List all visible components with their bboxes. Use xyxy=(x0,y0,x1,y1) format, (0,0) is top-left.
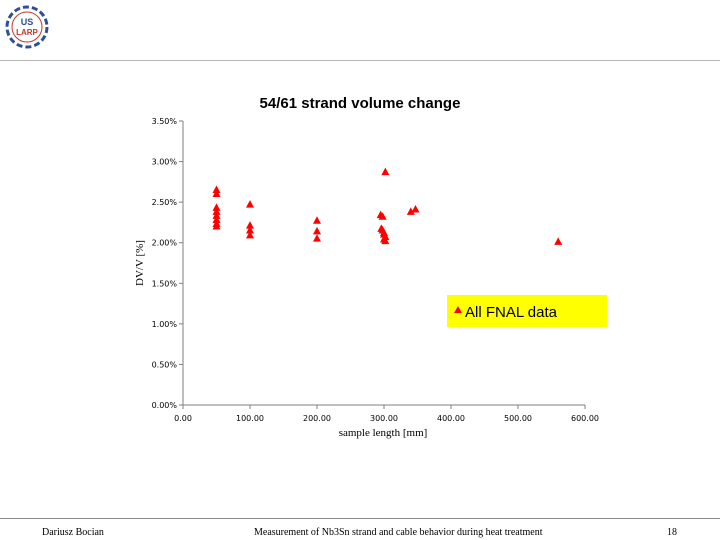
data-point xyxy=(212,203,221,211)
data-point xyxy=(313,216,321,224)
x-axis-label: sample length [mm] xyxy=(339,427,428,439)
data-point xyxy=(313,226,321,235)
x-tick-label: 400.00 xyxy=(437,414,465,423)
legend-box xyxy=(447,295,607,327)
data-points xyxy=(212,167,563,245)
data-point xyxy=(246,230,254,239)
data-point xyxy=(246,221,254,229)
legend: All FNAL data xyxy=(447,295,607,327)
data-point xyxy=(378,212,387,220)
y-tick-label: 3.00% xyxy=(152,158,178,167)
data-point xyxy=(212,207,221,215)
data-point xyxy=(246,200,254,208)
header-divider xyxy=(0,60,720,61)
y-ticks: 0.00% 0.50% 1.00% 1.50% 2.00% 2.50% 3.00% 3.50% xyxy=(152,117,183,410)
data-point xyxy=(212,185,221,193)
y-tick-label: 0.50% xyxy=(152,360,178,369)
legend-marker xyxy=(454,306,462,313)
data-point xyxy=(411,204,420,213)
data-point xyxy=(381,236,390,245)
footer-divider xyxy=(0,518,720,519)
x-ticks: 0.00 100.00 200.00 300.00 400.00 500.00 600.00 xyxy=(174,405,599,423)
y-tick-label: 2.00% xyxy=(152,239,178,248)
footer-title: Measurement of Nb3Sn strand and cable be… xyxy=(254,527,543,538)
data-point xyxy=(212,211,221,219)
page-number: 18 xyxy=(667,527,677,538)
y-tick-label: 2.50% xyxy=(152,198,178,207)
y-tick-label: 1.00% xyxy=(152,320,178,329)
footer-author: Dariusz Bocian xyxy=(42,527,104,538)
data-point xyxy=(212,215,221,223)
y-axis-label: DV/V [%] xyxy=(134,240,146,286)
x-tick-label: 0.00 xyxy=(174,414,192,423)
data-point xyxy=(246,226,254,234)
data-point xyxy=(406,207,415,215)
y-tick-label: 1.50% xyxy=(152,279,178,288)
x-tick-label: 200.00 xyxy=(303,414,331,423)
chart-title: 54/61 strand volume change xyxy=(260,95,461,112)
data-point xyxy=(313,234,321,242)
legend-label: All FNAL data xyxy=(465,304,558,321)
logo-inner-ring xyxy=(11,11,43,43)
logo-ring xyxy=(5,5,49,49)
y-tick-label: 3.50% xyxy=(152,117,178,126)
data-point xyxy=(554,237,563,245)
x-tick-label: 100.00 xyxy=(236,414,264,423)
data-point xyxy=(381,167,390,176)
logo-text-us: US xyxy=(21,17,34,27)
data-point xyxy=(212,221,221,230)
x-tick-label: 500.00 xyxy=(504,414,532,423)
us-larp-logo: US LARP xyxy=(5,5,49,49)
x-tick-label: 600.00 xyxy=(571,414,599,423)
y-tick-label: 0.00% xyxy=(152,401,178,410)
data-point xyxy=(212,189,221,198)
logo-text-larp: LARP xyxy=(16,28,38,37)
x-tick-label: 300.00 xyxy=(370,414,398,423)
